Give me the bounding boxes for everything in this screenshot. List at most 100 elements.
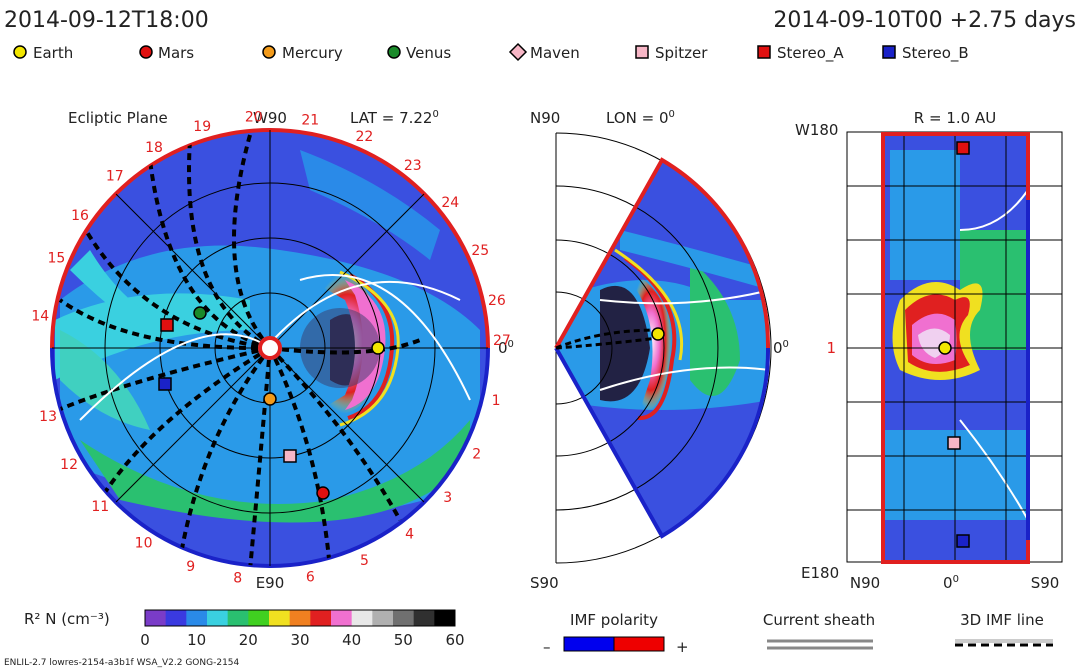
colorbar-ticks: 0 10 20 30 40 50 60 <box>140 631 464 649</box>
mercury-marker <box>263 392 277 406</box>
stereo-b-marker-shell <box>956 534 970 548</box>
imf-line-key: 3D IMF line <box>955 611 1053 647</box>
cr-tick-label: 15 <box>47 250 65 266</box>
sun-icon <box>258 336 282 360</box>
stereo-b-marker <box>158 377 172 391</box>
current-sheath-label: Current sheath <box>763 611 875 629</box>
colorbar-tick-label: 40 <box>342 631 361 649</box>
earth-marker-meridional <box>651 327 665 341</box>
colorbar-cell <box>145 610 167 626</box>
legend-item-mars: Mars <box>139 44 194 62</box>
colorbar-cells <box>145 610 456 626</box>
ecliptic-bottom-label: E90 <box>256 574 285 592</box>
spitzer-marker <box>283 449 297 463</box>
imf-positive-swatch <box>613 636 665 652</box>
stereo-a-icon <box>757 45 771 59</box>
shell-mid-left-label: 1 <box>826 339 836 357</box>
legend-item-spitzer: Spitzer <box>635 44 708 62</box>
stereo-a-marker-shell <box>956 141 970 155</box>
legend-item-maven: Maven <box>508 42 580 62</box>
earth-marker-shell <box>938 341 952 355</box>
cr-tick-label: 6 <box>306 570 315 586</box>
colorbar-cell <box>434 610 456 626</box>
colorbar-cell <box>165 610 187 626</box>
cr-tick-label: 18 <box>145 140 163 156</box>
cr-tick-label: 10 <box>135 536 153 552</box>
legend-item-mercury: Mercury <box>262 44 343 62</box>
header-datetime: 2014-09-12T18:00 <box>4 8 209 33</box>
cr-tick-label: 3 <box>443 490 452 506</box>
imf-field-lines <box>57 134 421 566</box>
mars-marker <box>316 486 330 500</box>
imf-negative-swatch <box>563 636 615 652</box>
imf-polarity-plus: + <box>676 638 689 656</box>
ecliptic-panel: Ecliptic Plane W90 LAT = 7.220 E90 00 12… <box>31 109 514 592</box>
header-run-info: 2014-09-10T00 +2.75 days <box>773 8 1076 33</box>
stereo-b-icon <box>882 45 896 59</box>
colorbar-cell <box>331 610 353 626</box>
legend-label: Maven <box>530 44 580 62</box>
shell-x-label-n90: N90 <box>850 574 880 592</box>
colorbar-cell <box>269 610 291 626</box>
maven-icon <box>508 42 528 62</box>
cr-tick-label: 13 <box>39 409 57 425</box>
colorbar: R² N (cm⁻³) 0 10 20 30 40 50 60 <box>24 609 465 649</box>
current-sheath-key: Current sheath <box>763 611 875 650</box>
colorbar-tick-label: 20 <box>239 631 258 649</box>
colorbar-cell <box>207 610 229 626</box>
colorbar-tick-label: 30 <box>290 631 309 649</box>
colorbar-label: R² N (cm⁻³) <box>24 610 110 628</box>
shell-panel: R = 1.0 AU W180 E180 1 N90 00 S90 <box>795 109 1063 592</box>
shell-bottom-left-label: E180 <box>801 564 839 582</box>
ecliptic-right-label: 00 <box>498 339 514 357</box>
venus-marker <box>193 306 207 320</box>
meridional-right-label: 00 <box>773 339 789 357</box>
legend-label: Spitzer <box>655 44 708 62</box>
colorbar-tick-label: 60 <box>445 631 464 649</box>
imf-polarity-label: IMF polarity <box>570 611 658 629</box>
colorbar-cell <box>227 610 249 626</box>
spitzer-icon <box>635 45 649 59</box>
colorbar-tick-label: 0 <box>140 631 150 649</box>
shell-title: R = 1.0 AU <box>914 109 996 127</box>
legend-label: Venus <box>406 44 451 62</box>
shell-x-label-zero: 00 <box>943 574 959 592</box>
colorbar-cell <box>372 610 394 626</box>
legend-item-earth: Earth <box>13 44 73 62</box>
footer-model-info: ENLIL-2.7 lowres-2154-a3b1f WSA_V2.2 GON… <box>4 658 240 668</box>
meridional-lon-label: LON = 00 <box>606 109 675 127</box>
ecliptic-lat-label: LAT = 7.220 <box>350 109 439 127</box>
mars-icon <box>139 45 153 59</box>
colorbar-tick-label: 10 <box>187 631 206 649</box>
cr-tick-label: 23 <box>404 158 422 174</box>
meridional-panel: N90 LON = 00 S90 00 <box>530 109 789 592</box>
colorbar-cell <box>310 610 332 626</box>
legend-item-stereo-a: Stereo_A <box>757 44 844 63</box>
cr-tick-label: 26 <box>488 293 506 309</box>
legend-item-stereo-b: Stereo_B <box>882 44 969 63</box>
cr-tick-label: 14 <box>31 309 49 325</box>
ecliptic-top-label: W90 <box>253 109 287 127</box>
cr-tick-label: 20 <box>245 110 263 126</box>
cr-tick-label: 1 <box>492 393 501 409</box>
colorbar-cell <box>186 610 208 626</box>
stereo-a-marker <box>160 318 174 332</box>
cr-tick-label: 21 <box>301 113 319 129</box>
meridional-density-map <box>556 160 769 536</box>
cr-tick-label: 24 <box>441 195 459 211</box>
legend-label: Earth <box>33 44 73 62</box>
cr-tick-label: 4 <box>405 526 414 542</box>
legend-label: Stereo_A <box>777 44 844 63</box>
shell-x-label-s90: S90 <box>1031 574 1060 592</box>
colorbar-cell <box>289 610 311 626</box>
cr-tick-label: 19 <box>193 119 211 135</box>
colorbar-cell <box>351 610 373 626</box>
legend: Earth Mars Mercury Venus Maven Spitzer S… <box>13 42 969 63</box>
meridional-bottom-label: S90 <box>530 574 559 592</box>
cr-tick-label: 5 <box>360 553 369 569</box>
cr-tick-label: 8 <box>233 571 242 587</box>
legend-label: Mars <box>158 44 194 62</box>
cr-tick-label: 22 <box>355 129 373 145</box>
